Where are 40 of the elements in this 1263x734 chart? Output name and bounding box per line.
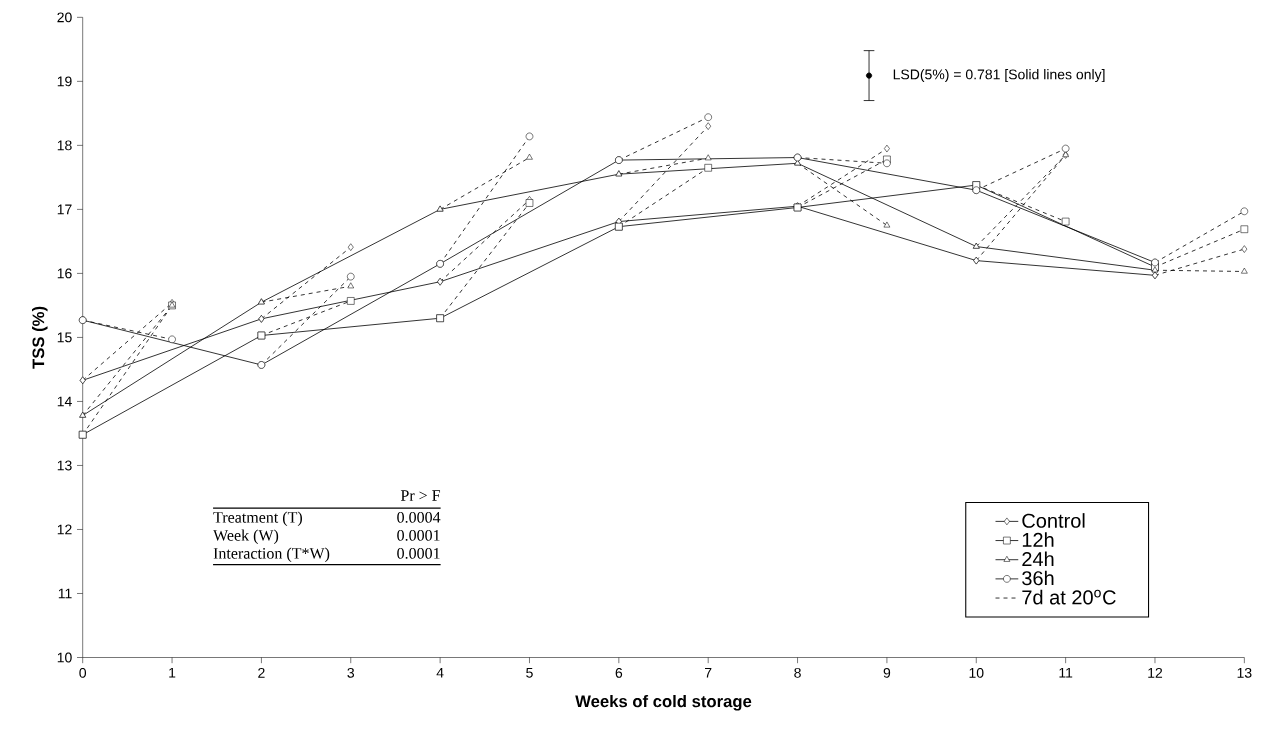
legend-label: 24h xyxy=(1022,551,1054,567)
annotation: Treatment (T) xyxy=(213,511,302,527)
y-tick-label: 20 xyxy=(57,12,72,23)
x-tick-label: 1 xyxy=(169,668,176,678)
x-tick-label: 13 xyxy=(1237,668,1252,679)
x-tick-label: 9 xyxy=(883,668,891,679)
y-tick-label: 14 xyxy=(57,396,72,407)
x-tick-label: 7 xyxy=(705,668,712,678)
annotation: Week (W) xyxy=(213,529,279,545)
y-tick-label: 18 xyxy=(57,140,72,151)
x-tick-label: 5 xyxy=(526,668,533,678)
x-tick-label: 6 xyxy=(615,668,623,679)
x-tick-label: 2 xyxy=(258,668,265,678)
y-tick-label: 19 xyxy=(57,76,72,87)
y-tick-label: 10 xyxy=(57,652,72,663)
legend-label: 7d at 20$^{o}$C xyxy=(1022,590,1116,605)
x-tick-label: 8 xyxy=(794,668,801,679)
y-tick-label: 12 xyxy=(57,524,72,535)
y-tick-label: 17 xyxy=(57,204,72,215)
x-tick-label: 12 xyxy=(1148,668,1163,678)
x-tick-label: 11 xyxy=(1059,668,1073,678)
x-tick-label: 3 xyxy=(347,668,355,679)
y-tick-label: 11 xyxy=(58,588,72,599)
annotation: Pr > F xyxy=(400,490,441,501)
annotation: 0.0004 xyxy=(397,512,441,524)
annotation: LSD(5%) = 0.781 [Solid lines only] xyxy=(893,69,1105,83)
legend-label: 36h xyxy=(1022,570,1054,586)
legend-label: Control xyxy=(1022,513,1085,529)
legend-label: 12h xyxy=(1022,532,1054,548)
annotation: 0.0001 xyxy=(397,548,440,560)
annotation: Interaction (T*W) xyxy=(213,547,330,563)
x-tick-label: 4 xyxy=(436,668,444,678)
y-tick-label: 16 xyxy=(57,268,72,279)
y-tick-label: 13 xyxy=(57,460,72,471)
annotation: 0.0001 xyxy=(397,530,440,542)
y-axis-title: TSS (%) xyxy=(32,307,48,369)
x-axis-title: Weeks of cold storage xyxy=(575,695,752,711)
x-tick-label: 0 xyxy=(79,668,87,679)
x-tick-label: 10 xyxy=(969,668,984,679)
y-tick-label: 15 xyxy=(57,332,72,343)
